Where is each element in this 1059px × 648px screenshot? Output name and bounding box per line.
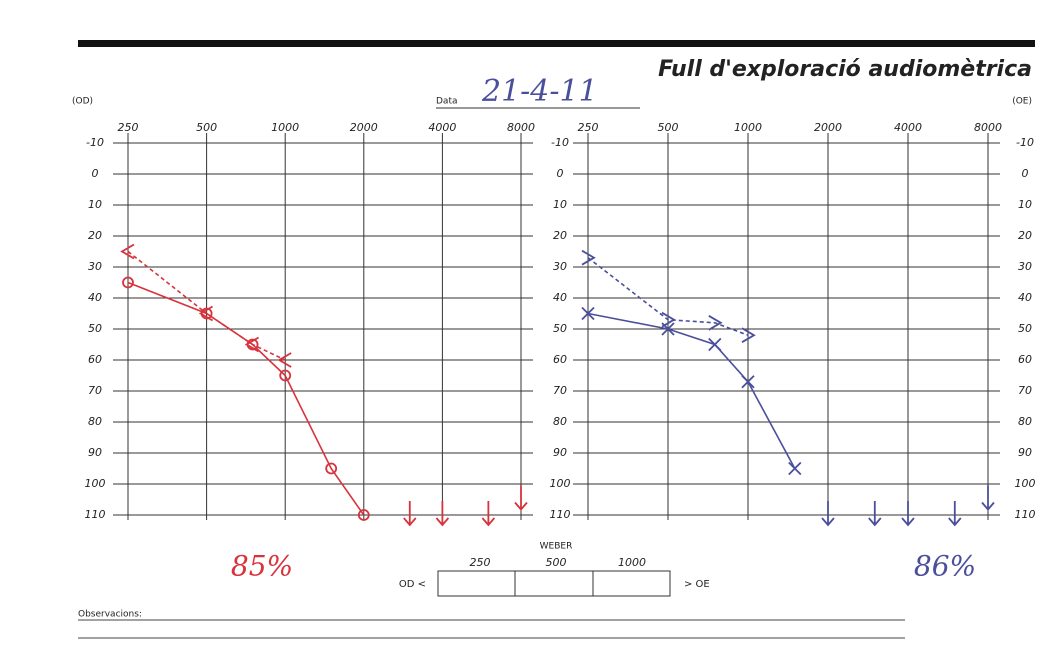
y-tick-label: 40 (1018, 291, 1032, 304)
threshold-marker (357, 509, 370, 521)
x-tick-label: 1000 (734, 121, 762, 134)
threshold-marker (198, 305, 214, 322)
x-tick-label: 500 (658, 121, 679, 134)
y-tick-label: 90 (88, 446, 102, 459)
y-tick-label: -10 (86, 136, 104, 149)
threshold-marker (481, 501, 496, 527)
y-tick-label: 50 (88, 322, 102, 335)
y-tick-label: 40 (553, 291, 567, 304)
x-tick-label: 2000 (814, 121, 842, 134)
y-tick-label: 70 (88, 384, 102, 397)
x-tick-label: 1000 (271, 121, 299, 134)
y-tick-label: 100 (1015, 477, 1036, 490)
threshold-marker (708, 337, 722, 352)
speech-score: 85% (231, 550, 293, 583)
threshold-marker (279, 369, 292, 382)
y-tick-label: 100 (85, 477, 106, 490)
header-bar (78, 40, 1035, 47)
y-tick-label: 80 (1018, 415, 1032, 428)
threshold-marker (741, 327, 756, 343)
y-tick-label: 0 (557, 167, 564, 180)
weber-box (437, 570, 671, 597)
date-label: Data (436, 97, 458, 107)
threshold-marker (581, 249, 596, 266)
observations-label: Observacions: (78, 610, 142, 620)
y-tick-label: 60 (88, 353, 102, 366)
weber-right: > OE (684, 579, 710, 590)
x-tick-label: 2000 (350, 121, 378, 134)
y-tick-label: 60 (553, 353, 567, 366)
y-tick-label: 90 (1018, 446, 1032, 459)
threshold-marker (661, 311, 676, 328)
threshold-marker (435, 501, 450, 527)
threshold-line (587, 257, 749, 336)
y-tick-label: 90 (553, 446, 567, 459)
ear-label: (OE) (1012, 97, 1032, 107)
y-tick-label: 50 (1018, 322, 1032, 335)
y-tick-label: 70 (553, 384, 567, 397)
threshold-marker (708, 315, 723, 331)
threshold-marker (901, 501, 915, 527)
y-tick-label: -10 (551, 136, 569, 149)
y-tick-label: 110 (550, 508, 571, 521)
x-tick-label: 8000 (507, 121, 535, 134)
threshold-marker (325, 462, 338, 475)
y-tick-label: 60 (1018, 353, 1032, 366)
weber-left: OD < (399, 579, 426, 590)
threshold-marker (244, 336, 260, 353)
weber-freq: 250 (470, 556, 491, 569)
weber-freq: 1000 (618, 556, 646, 569)
y-tick-label: 20 (553, 229, 567, 242)
y-tick-label: 80 (88, 415, 102, 428)
threshold-marker (581, 306, 595, 321)
y-tick-label: 110 (1015, 508, 1036, 521)
ear-label: (OD) (72, 97, 93, 107)
y-tick-label: 40 (88, 291, 102, 304)
x-tick-label: 4000 (428, 121, 456, 134)
y-tick-label: 10 (88, 198, 102, 211)
y-tick-label: 110 (85, 508, 106, 521)
threshold-marker (277, 352, 292, 368)
threshold-marker (821, 501, 835, 527)
y-tick-label: 30 (553, 260, 567, 273)
threshold-line (127, 250, 286, 361)
threshold-marker (200, 307, 213, 320)
weber-title: WEBER (540, 542, 573, 552)
y-tick-label: 70 (1018, 384, 1032, 397)
form-title: Full d'exploració audiomètrica (658, 57, 1032, 82)
speech-score: 86% (914, 550, 976, 583)
threshold-marker (122, 276, 134, 289)
y-tick-label: -10 (1016, 136, 1034, 149)
threshold-line (127, 281, 365, 516)
threshold-marker (948, 501, 962, 527)
x-tick-label: 250 (118, 121, 139, 134)
y-tick-label: 50 (553, 322, 567, 335)
y-tick-label: 80 (553, 415, 567, 428)
y-tick-label: 20 (1018, 229, 1032, 242)
x-tick-label: 8000 (974, 121, 1002, 134)
y-tick-label: 0 (92, 167, 99, 180)
x-tick-label: 500 (196, 121, 217, 134)
x-tick-label: 4000 (894, 121, 922, 134)
y-tick-label: 30 (88, 260, 102, 273)
threshold-marker (741, 375, 755, 389)
date-handwritten: 21-4-11 (481, 74, 598, 109)
y-tick-label: 100 (550, 477, 571, 490)
y-tick-label: 10 (1018, 198, 1032, 211)
threshold-marker (120, 243, 135, 260)
threshold-marker (514, 485, 528, 511)
threshold-marker (981, 485, 995, 511)
x-tick-label: 250 (578, 121, 599, 134)
weber-freq: 500 (546, 556, 567, 569)
y-tick-label: 30 (1018, 260, 1032, 273)
y-tick-label: 20 (88, 229, 102, 242)
threshold-marker (403, 501, 417, 527)
y-tick-label: 10 (553, 198, 567, 211)
threshold-marker (246, 338, 259, 351)
threshold-marker (868, 501, 882, 527)
threshold-marker (788, 461, 802, 476)
y-tick-label: 0 (1022, 167, 1029, 180)
